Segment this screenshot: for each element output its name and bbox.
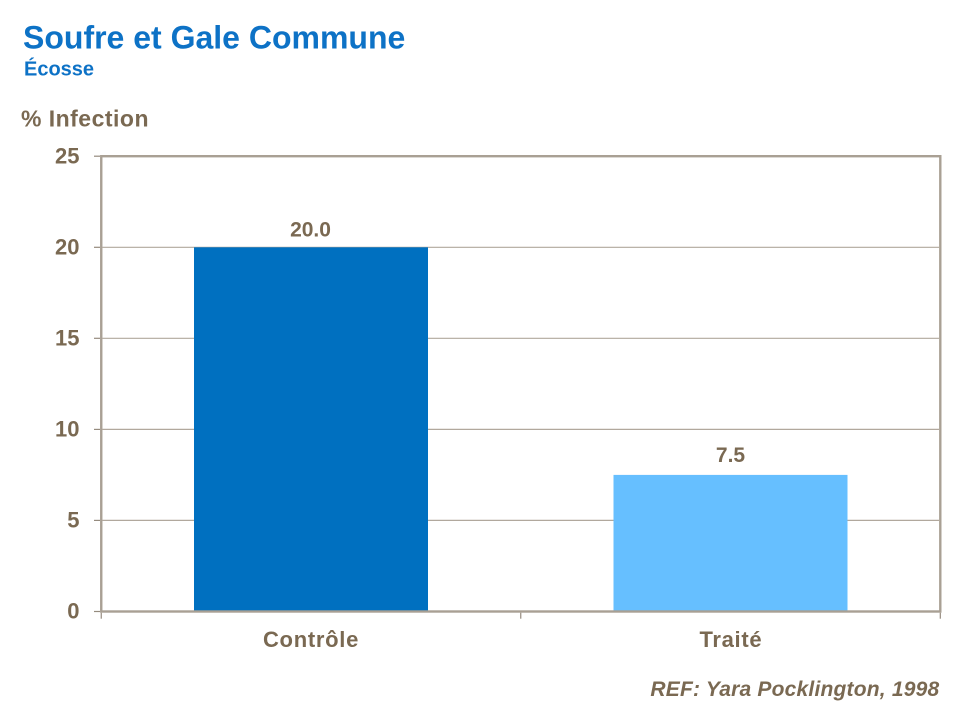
svg-text:25: 25 [55, 143, 79, 168]
svg-text:7.5: 7.5 [716, 444, 746, 467]
svg-text:Contrôle: Contrôle [263, 627, 359, 652]
svg-text:Soufre et Gale Commune: Soufre et Gale Commune [23, 20, 405, 56]
svg-text:20.0: 20.0 [290, 219, 331, 242]
svg-text:%: % [21, 106, 41, 132]
svg-text:Infection: Infection [49, 106, 149, 132]
svg-text:0: 0 [67, 598, 79, 623]
svg-text:10: 10 [55, 416, 79, 441]
svg-text:REF: Yara Pocklington, 1998: REF: Yara Pocklington, 1998 [650, 678, 939, 701]
svg-text:15: 15 [55, 325, 79, 350]
svg-text:Écosse: Écosse [24, 57, 94, 80]
svg-text:5: 5 [67, 507, 79, 532]
svg-text:20: 20 [55, 234, 79, 259]
svg-text:Traité: Traité [699, 627, 762, 652]
